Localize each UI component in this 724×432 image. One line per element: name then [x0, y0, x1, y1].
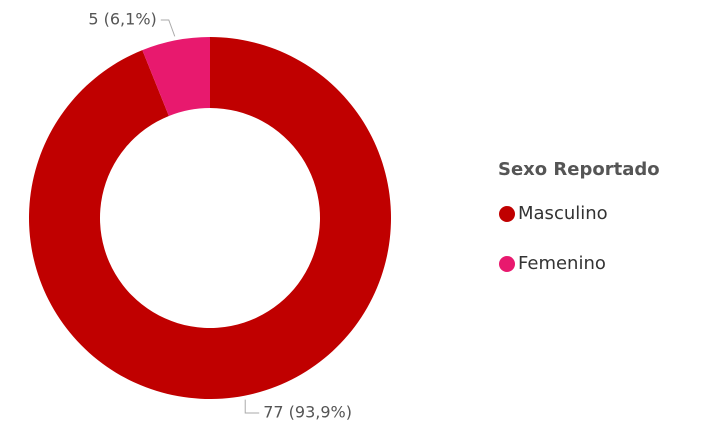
data-label: 77 (93,9%): [263, 403, 352, 422]
legend-label: Masculino: [518, 203, 608, 224]
leader-line: [160, 19, 176, 37]
legend-label: Femenino: [518, 253, 606, 274]
donut-slice: [28, 37, 391, 399]
legend-marker: [499, 206, 515, 222]
donut-slice: [142, 37, 210, 116]
legend-marker: [499, 256, 515, 272]
data-label: 5 (6,1%): [88, 10, 156, 29]
legend-title: Sexo Reportado: [498, 159, 660, 180]
leader-line: [244, 399, 260, 414]
